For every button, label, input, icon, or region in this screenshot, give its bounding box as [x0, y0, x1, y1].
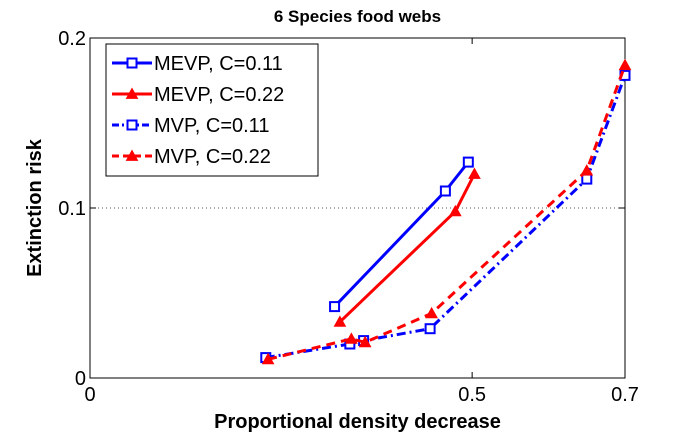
series-line-2 [265, 74, 627, 360]
x-tick-label: 0.5 [458, 384, 486, 406]
legend-marker-0 [126, 57, 138, 69]
legend-marker-2 [126, 119, 138, 131]
data-point-3-3 [425, 306, 438, 319]
legend [105, 43, 319, 177]
data-point-3-5 [618, 58, 632, 71]
data-point-2-3 [424, 323, 436, 335]
data-point-1-0 [333, 315, 347, 327]
x-tick-label: 0 [84, 384, 95, 406]
series-line-3 [267, 64, 627, 361]
y-axis-label: Extinction risk [24, 138, 46, 277]
data-point-3-2 [358, 335, 372, 348]
data-point-1-2 [468, 167, 481, 179]
chart-title: 6 Species food webs [274, 7, 441, 26]
y-tick-label: 0 [75, 368, 86, 390]
data-point-3-4 [580, 164, 594, 176]
legend-entry-1: MEVP, C=0.22 [154, 84, 284, 106]
series-0 [329, 156, 474, 313]
data-point-2-4 [581, 173, 593, 185]
series-3 [261, 58, 632, 365]
legend-entry-3: MVP, C=0.22 [154, 146, 271, 168]
legend-marker-1 [125, 87, 139, 99]
data-point-1-1 [448, 204, 462, 217]
data-point-0-1 [439, 185, 451, 197]
data-point-3-0 [261, 352, 275, 365]
data-point-0-2 [462, 156, 474, 168]
legend-entry-2: MVP, C=0.11 [154, 115, 269, 137]
legend-marker-3 [125, 149, 139, 161]
legend-entry-0: MEVP, C=0.11 [154, 53, 283, 75]
x-axis-label: Proportional density decrease [214, 411, 501, 433]
series-1 [333, 167, 481, 327]
x-tick-label: 0.7 [611, 384, 639, 406]
y-tick-label: 0.2 [58, 28, 86, 50]
data-point-0-0 [329, 301, 341, 313]
y-tick-label: 0.1 [58, 198, 86, 220]
data-point-3-1 [345, 332, 358, 344]
